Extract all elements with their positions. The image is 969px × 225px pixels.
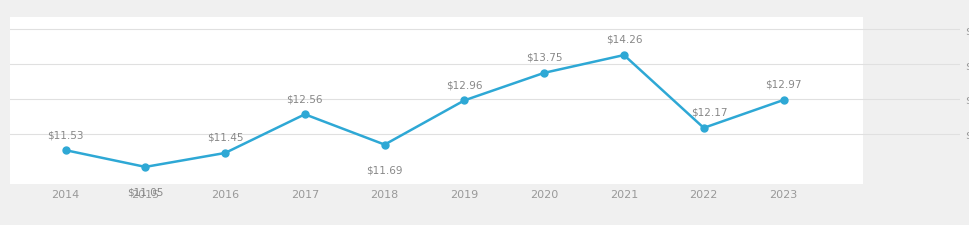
Text: $12.56: $12.56 bbox=[286, 94, 323, 104]
Text: $11.45: $11.45 bbox=[206, 132, 243, 142]
Text: $11.05: $11.05 bbox=[127, 187, 164, 196]
Text: $11.69: $11.69 bbox=[366, 164, 402, 174]
Text: $13.75: $13.75 bbox=[525, 52, 562, 63]
Text: $12.96: $12.96 bbox=[446, 80, 483, 90]
Text: $14.26: $14.26 bbox=[605, 35, 641, 45]
Text: $11.53: $11.53 bbox=[47, 130, 83, 140]
Text: $12.17: $12.17 bbox=[690, 107, 727, 117]
Text: $12.97: $12.97 bbox=[765, 80, 801, 90]
